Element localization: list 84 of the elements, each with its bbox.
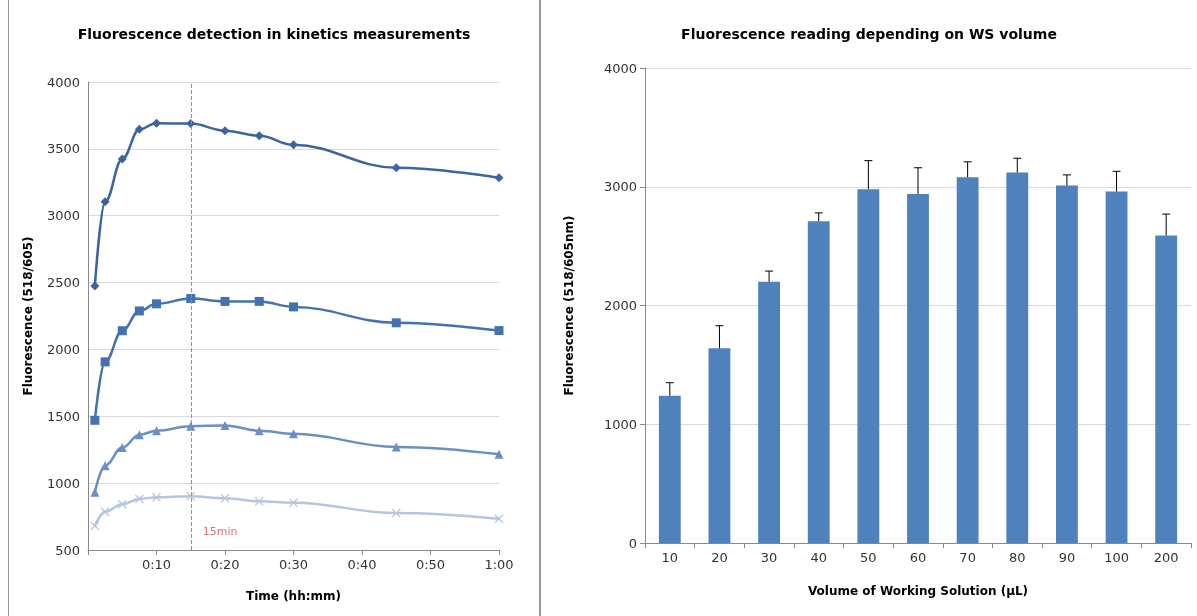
bar: [708, 348, 731, 543]
point: [152, 299, 161, 309]
point: [134, 306, 144, 316]
point: [220, 296, 230, 306]
x-tick-label: 10: [661, 550, 679, 565]
bar: [807, 221, 830, 543]
point: [289, 302, 298, 312]
y-tick-label: 1000: [46, 475, 80, 491]
y-tick-label: 3000: [603, 179, 637, 195]
point: [134, 430, 144, 440]
y-tick-label: 4000: [46, 74, 80, 90]
point: [220, 420, 230, 430]
point: [220, 126, 230, 136]
point: [117, 326, 127, 336]
bar: [1105, 191, 1128, 543]
y-tick-label: 4000: [603, 60, 637, 76]
y-tick-label: 2000: [603, 298, 637, 313]
point: [100, 357, 110, 367]
point: [494, 514, 504, 524]
bar: [658, 395, 681, 543]
point: [152, 118, 161, 128]
point: [152, 426, 161, 436]
x-axis-title: Time (hh:mm): [246, 589, 341, 603]
point: [90, 281, 100, 291]
x-tick-label: 20: [711, 550, 728, 565]
x-tick-label: 50: [860, 550, 877, 565]
ref-line-label: 15min: [202, 525, 238, 538]
point: [186, 293, 196, 303]
y-axis-title: Fluorescence (518/605): [21, 236, 35, 396]
point: [90, 487, 100, 497]
x-tick-label: 200: [1153, 550, 1179, 565]
bar: [907, 193, 929, 543]
x-tick-label: 1:00: [484, 557, 514, 572]
point: [186, 421, 196, 431]
point: [289, 498, 298, 508]
chart-title: Fluorescence reading depending on WS volume: [681, 26, 1057, 42]
point: [134, 124, 144, 134]
bar: [1055, 185, 1078, 543]
point: [100, 507, 110, 517]
y-tick-label: 3000: [46, 208, 80, 224]
x-tick-label: 100: [1104, 550, 1129, 565]
x-tick-label: 0:30: [278, 557, 309, 572]
bar: [1155, 235, 1178, 543]
point: [391, 318, 401, 328]
point: [391, 508, 401, 518]
x-tick-label: 0:50: [415, 557, 446, 572]
point: [134, 494, 144, 504]
point: [289, 140, 298, 150]
x-tick-label: 60: [909, 550, 927, 565]
y-axis-title: Fluorescence (518/605nm): [562, 215, 576, 396]
bar: [758, 281, 781, 543]
y-tick-label: 2000: [46, 341, 80, 357]
point: [100, 461, 110, 471]
chart-title: Fluorescence detection in kinetics measurements: [77, 26, 471, 42]
point: [254, 296, 264, 306]
y-tick-label: 1500: [46, 408, 80, 424]
x-tick-label: 0:40: [347, 557, 377, 572]
point: [494, 173, 504, 183]
x-axis-title: Volume of Working Solution (µL): [807, 584, 1029, 598]
y-tick-label: 500: [55, 542, 80, 558]
point: [391, 163, 401, 173]
x-tick-label: 30: [760, 550, 778, 565]
point: [289, 429, 298, 439]
point: [152, 492, 161, 502]
x-tick-label: 90: [1058, 550, 1076, 565]
y-tick-label: 0: [628, 535, 637, 551]
x-tick-label: 0:10: [141, 557, 172, 572]
point: [117, 154, 127, 164]
bar: [1006, 172, 1029, 543]
point: [90, 415, 100, 425]
x-tick-label: 0:20: [210, 557, 240, 572]
x-tick-label: 40: [810, 550, 827, 565]
y-tick-label: 3500: [46, 141, 80, 157]
point: [254, 131, 264, 141]
point: [494, 326, 504, 336]
point: [100, 197, 110, 207]
x-tick-label: 80: [1009, 550, 1026, 565]
y-tick-label: 2500: [46, 275, 80, 291]
x-tick-label: 70: [959, 550, 976, 565]
bar: [857, 189, 880, 543]
point: [494, 449, 504, 459]
point: [220, 493, 230, 503]
y-tick-label: 1000: [603, 416, 637, 432]
bar: [956, 177, 979, 543]
